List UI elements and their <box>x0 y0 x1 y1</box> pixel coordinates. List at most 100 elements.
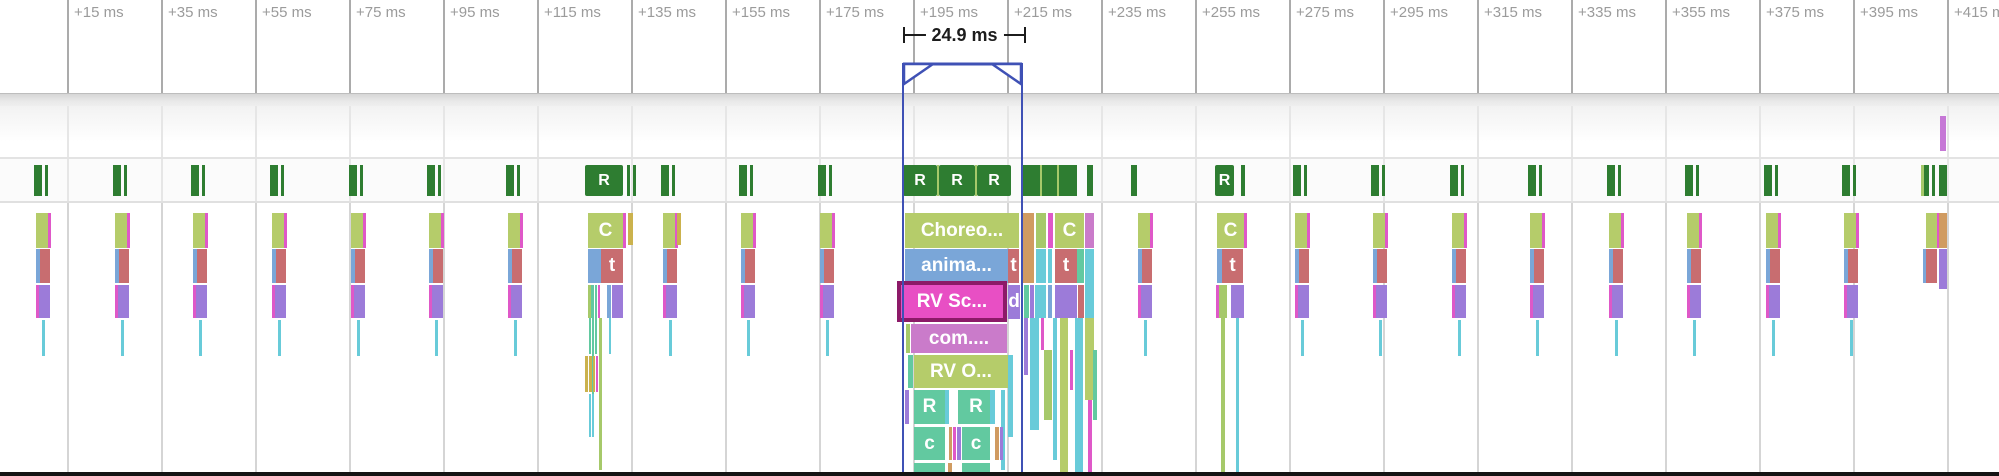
flame-bar-labeled[interactable]: C <box>1055 213 1084 248</box>
flame-bar[interactable] <box>1939 213 1947 248</box>
flame-bar-labeled[interactable]: anima... <box>905 249 1008 283</box>
marker-bar[interactable] <box>349 165 357 196</box>
flame-bar[interactable] <box>1231 285 1244 318</box>
flame-bar[interactable] <box>36 213 48 248</box>
flame-bar[interactable] <box>1075 318 1083 472</box>
flame-bar[interactable] <box>906 324 910 353</box>
flame-bar[interactable] <box>592 394 594 437</box>
marker-bar[interactable] <box>750 165 753 196</box>
flame-bar[interactable] <box>744 285 755 318</box>
marker-bar[interactable] <box>1932 165 1935 196</box>
flame-bar[interactable] <box>48 213 51 248</box>
flame-bar[interactable] <box>363 213 366 248</box>
flame-bar[interactable] <box>1141 285 1152 318</box>
flame-bar[interactable] <box>1458 320 1461 356</box>
flame-bar[interactable] <box>1452 213 1464 248</box>
flame-bar[interactable] <box>607 285 611 318</box>
flame-bar[interactable] <box>1609 285 1612 318</box>
flame-bar[interactable] <box>1687 285 1690 318</box>
marker-bar[interactable] <box>1528 165 1536 196</box>
marker-bar[interactable] <box>1023 165 1040 196</box>
flame-bar[interactable] <box>949 427 952 460</box>
flame-bar[interactable] <box>663 213 675 248</box>
flame-bar[interactable] <box>945 390 949 424</box>
flame-bar[interactable] <box>914 463 945 472</box>
flame-bar[interactable] <box>596 356 598 392</box>
flame-bar-labeled[interactable]: d <box>1008 285 1020 319</box>
marker-bar[interactable] <box>1059 165 1077 196</box>
flame-bar[interactable] <box>1060 318 1068 472</box>
flame-bar[interactable] <box>628 213 633 245</box>
flame-bar[interactable] <box>514 320 517 356</box>
marker-bar[interactable] <box>1939 165 1947 196</box>
flame-bar[interactable] <box>1077 249 1084 283</box>
flame-bar[interactable] <box>677 213 681 245</box>
flame-bar[interactable] <box>1926 213 1937 248</box>
flame-bar[interactable] <box>1085 249 1094 319</box>
flame-bar-labeled[interactable]: t <box>601 249 623 283</box>
flame-bar[interactable] <box>1244 213 1247 248</box>
flame-bar-labeled[interactable]: C <box>1217 213 1244 248</box>
flame-bar[interactable] <box>432 285 443 318</box>
flame-bar[interactable] <box>1612 285 1623 318</box>
flame-bar[interactable] <box>1023 213 1034 283</box>
marker-bar[interactable] <box>1618 165 1621 196</box>
flame-bar[interactable] <box>1844 213 1856 248</box>
flame-bar[interactable] <box>990 390 995 424</box>
marker-bar[interactable] <box>1304 165 1307 196</box>
flame-bar[interactable] <box>826 320 829 356</box>
flame-bar[interactable] <box>1939 249 1947 289</box>
flame-bar[interactable] <box>1452 285 1455 318</box>
flame-bar[interactable] <box>520 213 523 248</box>
flame-bar[interactable] <box>1088 400 1092 472</box>
flame-bar[interactable] <box>1048 249 1052 283</box>
flame-bar[interactable] <box>589 394 591 437</box>
flame-bar[interactable] <box>1464 213 1467 248</box>
flame-bar-labeled[interactable]: c <box>914 427 945 460</box>
flame-bar[interactable] <box>1138 213 1150 248</box>
flame-bar[interactable] <box>753 213 756 248</box>
flame-bar[interactable] <box>741 285 744 318</box>
flame-bar[interactable] <box>589 318 591 354</box>
marker-bar[interactable] <box>829 165 832 196</box>
marker-badge[interactable]: R <box>585 165 623 196</box>
flame-bar[interactable] <box>284 213 287 248</box>
flame-bar[interactable] <box>508 213 520 248</box>
marker-bar[interactable] <box>1461 165 1464 196</box>
flame-bar[interactable] <box>1533 285 1544 318</box>
flame-bar[interactable] <box>1138 285 1141 318</box>
flame-bar[interactable] <box>588 249 601 283</box>
flame-bar[interactable] <box>429 213 441 248</box>
flame-bar[interactable] <box>741 249 745 283</box>
flame-bar[interactable] <box>1000 427 1003 460</box>
flame-bar[interactable] <box>351 213 363 248</box>
marker-bar[interactable] <box>34 165 42 196</box>
flame-bar[interactable] <box>1048 285 1052 318</box>
marker-bar[interactable] <box>1087 165 1093 196</box>
marker-bar[interactable] <box>506 165 514 196</box>
flame-bar[interactable] <box>612 285 623 318</box>
flame-bar[interactable] <box>1699 213 1702 248</box>
flame-bar[interactable] <box>1687 213 1699 248</box>
marker-bar[interactable] <box>1775 165 1778 196</box>
flame-bar[interactable] <box>42 320 45 356</box>
screenshot-track[interactable] <box>0 106 1999 159</box>
flame-bar[interactable] <box>1078 285 1084 318</box>
flame-bar[interactable] <box>429 249 433 283</box>
marker-bar[interactable] <box>45 165 48 196</box>
flame-bar[interactable] <box>609 318 611 354</box>
flame-bar[interactable] <box>435 320 438 356</box>
flame-bar[interactable] <box>1530 285 1533 318</box>
flame-bar-labeled[interactable]: RV O... <box>914 355 1008 388</box>
marker-bar[interactable] <box>818 165 826 196</box>
flame-bar[interactable] <box>278 320 281 356</box>
flame-bar[interactable] <box>1766 249 1770 283</box>
flame-bar[interactable] <box>115 213 127 248</box>
flame-bar-labeled[interactable]: com.... <box>911 324 1007 353</box>
flame-bar[interactable] <box>1221 318 1225 472</box>
flame-bar[interactable] <box>1299 249 1309 283</box>
flame-bar[interactable] <box>1219 285 1227 318</box>
marker-badge[interactable]: R <box>977 165 1011 196</box>
flame-bar[interactable] <box>1138 249 1142 283</box>
flame-bar[interactable] <box>1301 320 1304 356</box>
